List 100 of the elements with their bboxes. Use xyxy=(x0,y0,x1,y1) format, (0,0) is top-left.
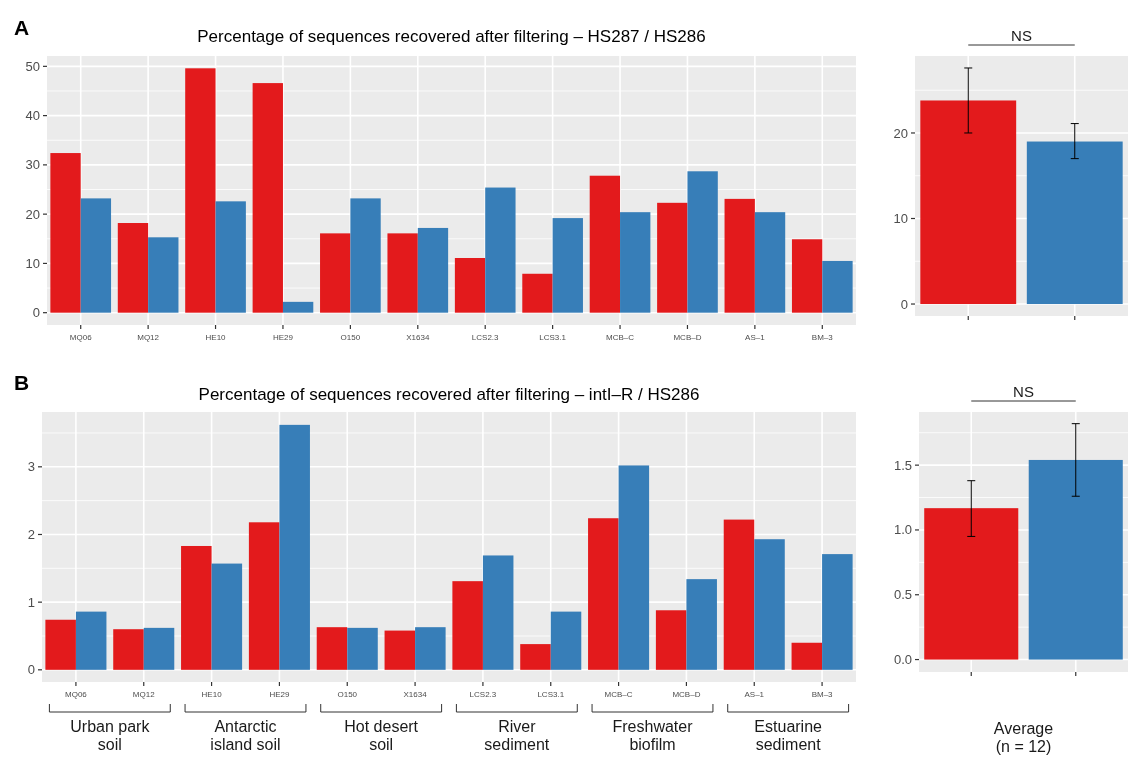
x-tick-label: BM–3 xyxy=(811,690,834,699)
y-tick-label: 3 xyxy=(27,459,35,475)
text: NS xyxy=(1013,383,1034,400)
x-tick-label: MCB–D xyxy=(673,333,702,342)
y-tick-label: 0.5 xyxy=(893,587,912,603)
bar xyxy=(415,627,446,670)
bar xyxy=(387,233,418,313)
y-tick-label: 1.5 xyxy=(893,457,912,473)
x-tick-label: MQ12 xyxy=(132,690,156,699)
text: Freshwater biofilm xyxy=(612,718,694,753)
bar xyxy=(550,611,582,670)
bar xyxy=(452,581,483,670)
chart-title: Percentage of sequences recovered after filtering – HS287 / HS286 xyxy=(197,27,706,46)
bar xyxy=(454,258,486,313)
bar xyxy=(143,627,175,670)
text: Hot desert soil xyxy=(344,718,419,753)
text: A xyxy=(14,16,30,39)
bar xyxy=(211,563,243,670)
bar xyxy=(75,611,107,670)
bar xyxy=(822,554,853,670)
y-tick-label: 20 xyxy=(25,206,40,222)
bar xyxy=(522,273,553,313)
x-tick-label: X1634 xyxy=(406,333,430,342)
bar xyxy=(723,519,755,670)
text: Urban park soil xyxy=(70,718,151,753)
y-tick-label: 0.0 xyxy=(893,652,912,668)
x-tick-label: MQ06 xyxy=(69,333,93,342)
x-tick-label: LCS2.3 xyxy=(471,333,500,342)
bar xyxy=(724,198,755,313)
bar xyxy=(520,644,551,670)
y-tick-label: 2 xyxy=(27,527,35,543)
x-tick-label: MCB–D xyxy=(672,690,701,699)
bar xyxy=(791,642,823,670)
bar xyxy=(252,83,283,313)
y-tick-label: 0 xyxy=(900,296,908,312)
y-tick-label: 50 xyxy=(25,58,40,74)
bar xyxy=(185,68,216,313)
y-tick-label: 0 xyxy=(32,305,40,321)
text: NS xyxy=(1011,27,1032,44)
bar xyxy=(589,175,621,313)
bar xyxy=(754,212,786,313)
bar xyxy=(822,260,853,313)
x-tick-label: HE29 xyxy=(269,690,290,699)
y-tick-label: 10 xyxy=(893,211,908,227)
y-tick-label: 30 xyxy=(25,157,40,173)
x-tick-label: LCS3.1 xyxy=(539,333,567,342)
y-tick-label: 40 xyxy=(25,108,40,124)
x-tick-label: AS–1 xyxy=(745,333,766,342)
bar xyxy=(588,518,619,670)
y-tick-label: 0 xyxy=(27,662,35,678)
x-tick-label: LCS3.1 xyxy=(537,690,565,699)
bar xyxy=(248,522,280,670)
y-tick-label: 1.0 xyxy=(893,522,912,538)
bar xyxy=(181,545,212,670)
bar xyxy=(687,171,718,313)
bar xyxy=(482,555,514,670)
x-tick-label: MCB–C xyxy=(604,690,633,699)
bar xyxy=(384,630,416,670)
bar xyxy=(117,223,149,313)
bar xyxy=(686,579,717,670)
bar xyxy=(485,187,516,313)
bar xyxy=(618,465,650,670)
bar xyxy=(80,198,112,313)
bar xyxy=(754,539,785,670)
bar xyxy=(655,610,687,670)
bar xyxy=(620,212,651,313)
text: Antarctic island soil xyxy=(210,718,281,753)
text: Estuarine sediment xyxy=(754,718,823,753)
x-tick-label: MCB–C xyxy=(606,333,635,342)
bar xyxy=(50,153,81,313)
x-tick-label: HE10 xyxy=(201,690,223,699)
bar xyxy=(316,627,348,670)
bar xyxy=(417,227,449,313)
text: River sediment xyxy=(484,718,550,753)
bar xyxy=(282,301,314,313)
y-tick-label: 1 xyxy=(27,594,35,610)
x-axis-title: Average (n = 12) xyxy=(993,720,1054,755)
bar xyxy=(350,198,381,313)
x-tick-label: O150 xyxy=(340,333,361,342)
bar xyxy=(791,239,823,313)
x-tick-label: MQ12 xyxy=(137,333,160,342)
chart-title: Percentage of sequences recovered after filtering – intI–R / HS286 xyxy=(198,385,700,404)
bar xyxy=(347,627,378,670)
bar xyxy=(657,202,688,313)
y-tick-label: 20 xyxy=(893,125,908,141)
bar xyxy=(279,424,310,670)
bar xyxy=(552,218,583,313)
x-tick-label: X1634 xyxy=(403,690,428,699)
text: B xyxy=(14,371,30,394)
bar xyxy=(148,237,179,313)
x-tick-label: LCS2.3 xyxy=(469,690,497,699)
x-tick-label: HE29 xyxy=(272,333,294,342)
x-tick-label: O150 xyxy=(337,690,358,699)
bar xyxy=(45,619,76,670)
x-tick-label: AS–1 xyxy=(744,690,765,699)
y-tick-label: 10 xyxy=(25,255,40,271)
bar xyxy=(215,201,246,313)
x-tick-label: MQ06 xyxy=(65,690,88,699)
x-tick-label: BM–3 xyxy=(811,333,834,342)
bar xyxy=(113,629,144,670)
